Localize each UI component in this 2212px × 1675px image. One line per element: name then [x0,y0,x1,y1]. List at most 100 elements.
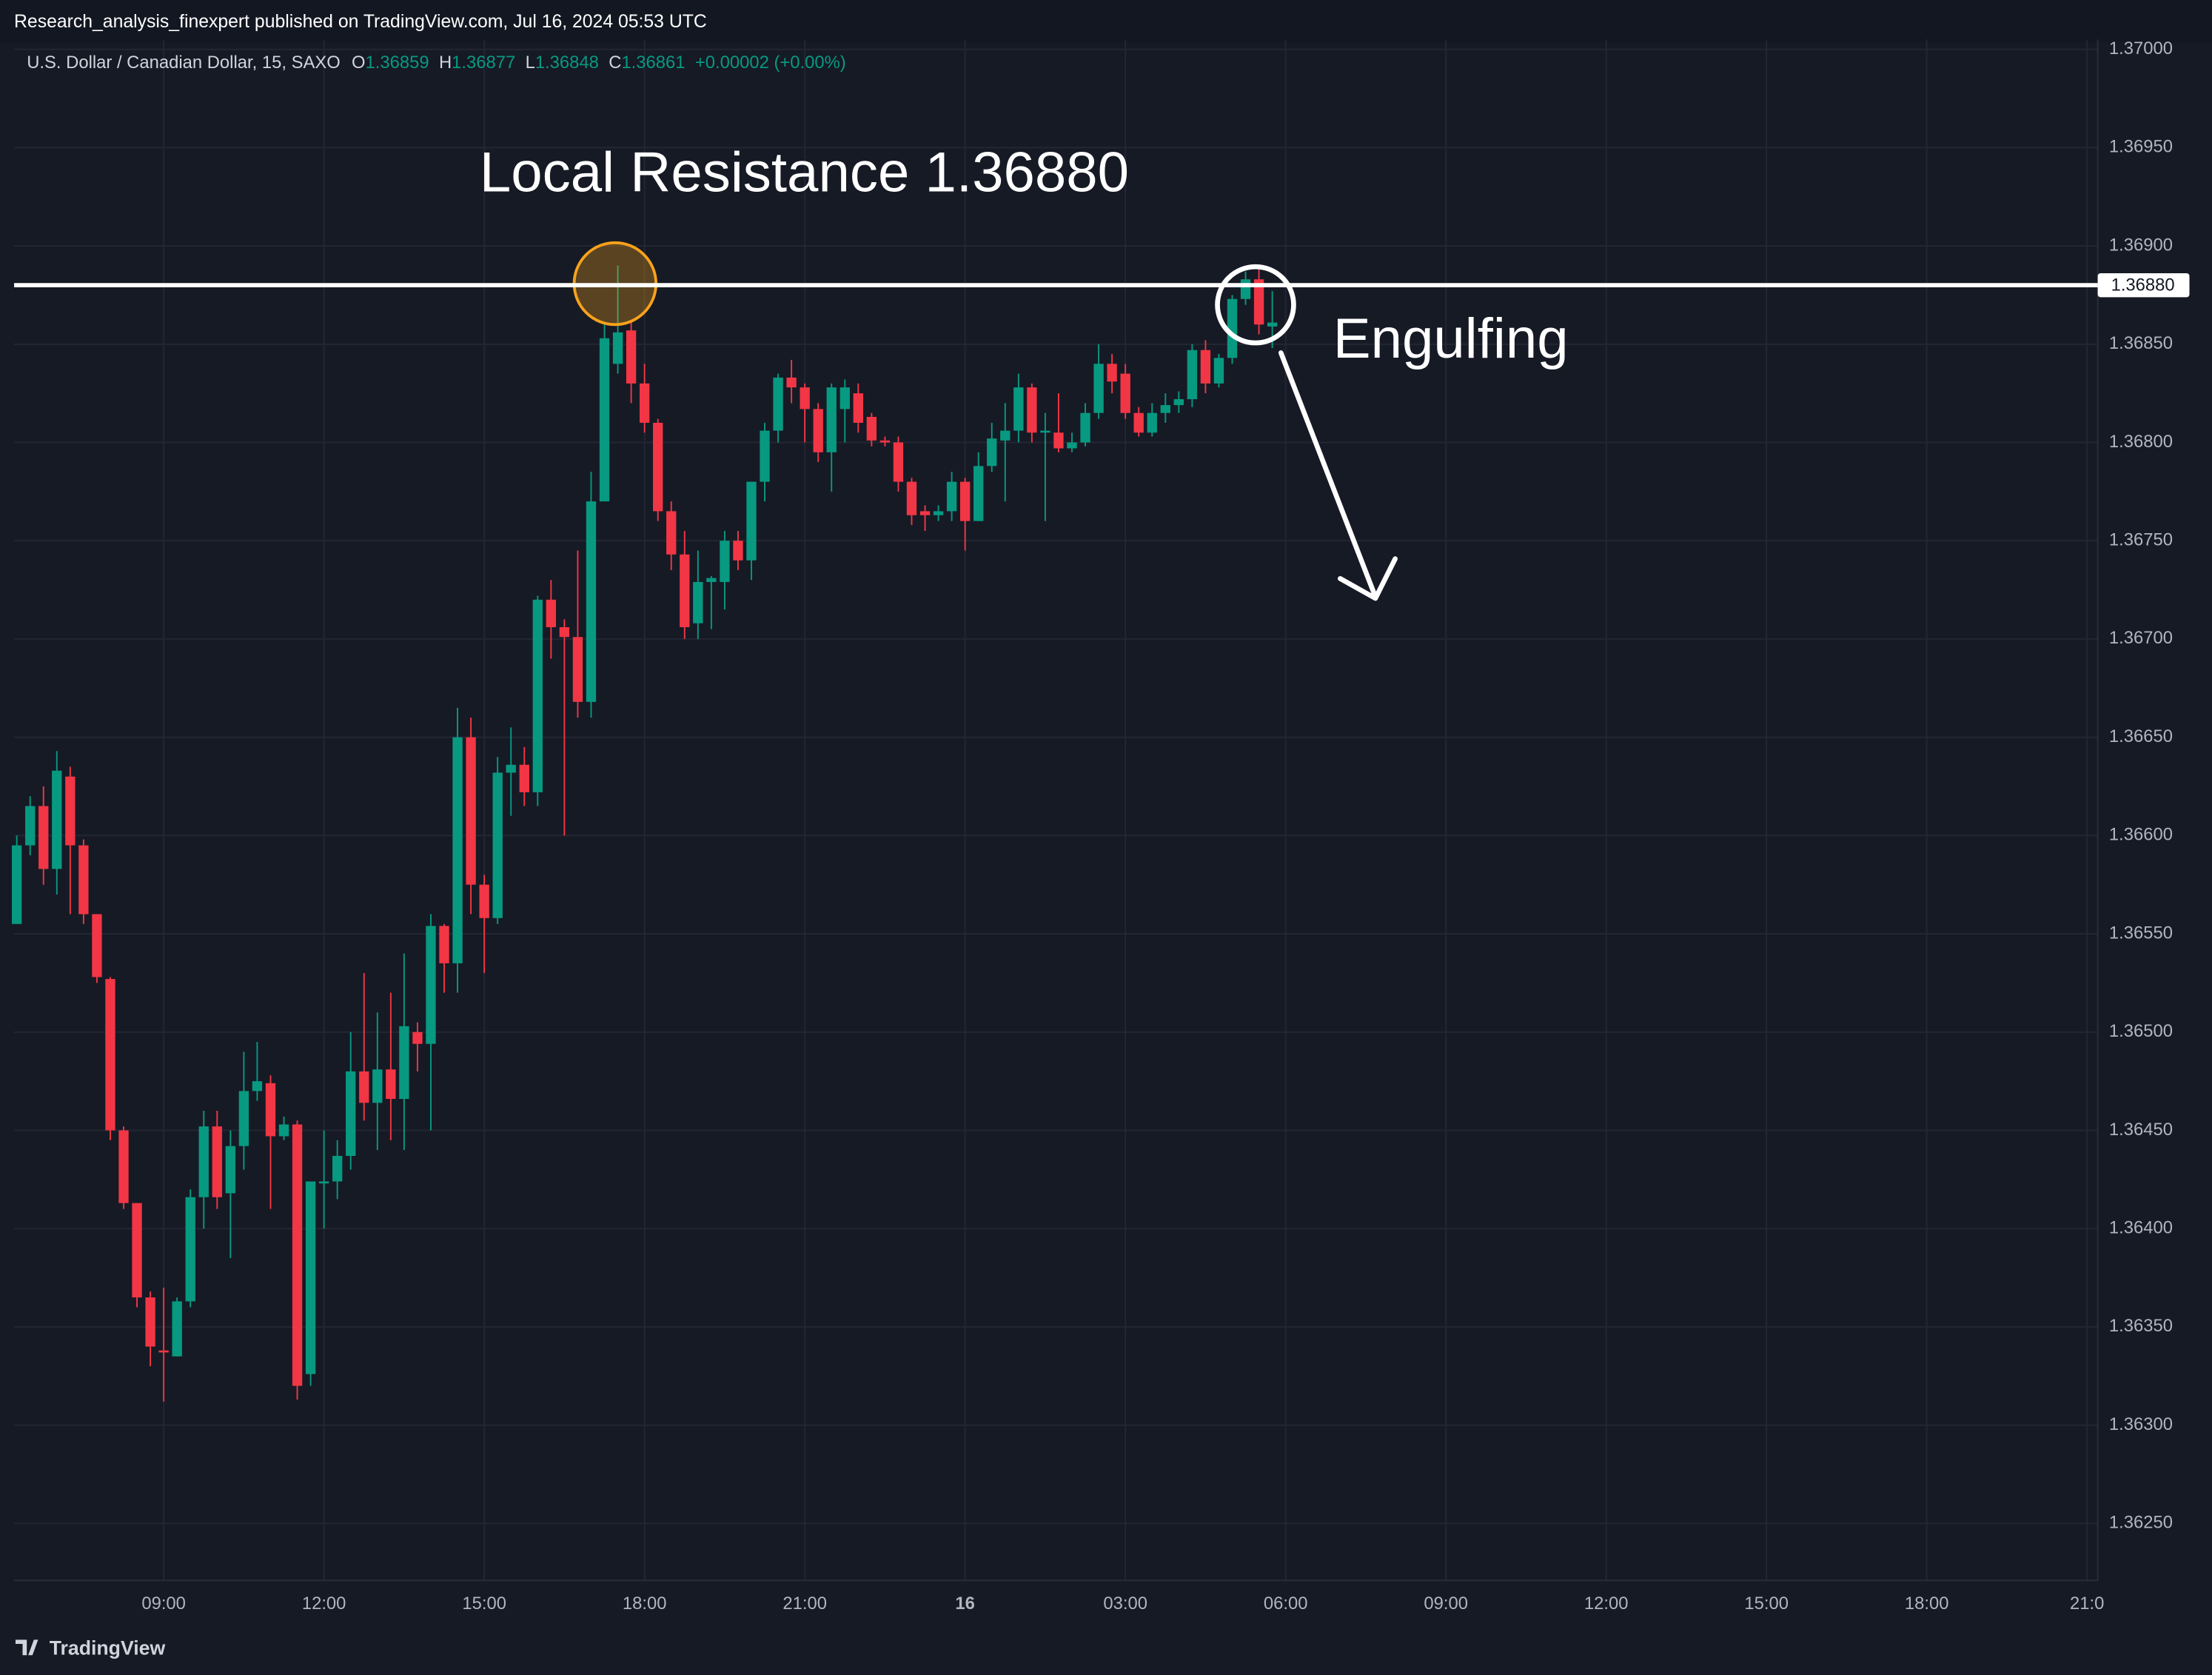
candle-body [813,409,823,452]
candle-body [52,770,62,869]
candle-body [185,1197,195,1302]
candle-body [346,1071,356,1156]
x-tick-label: 21:0 [2070,1594,2104,1614]
candle-body [919,511,931,515]
candle-body [987,438,997,467]
y-tick-label: 1.36400 [2109,1217,2173,1237]
candle-body [305,1181,316,1374]
price-label-box [2097,273,2190,298]
y-tick-label: 1.36600 [2109,825,2173,845]
symbol: U.S. Dollar / Canadian Dollar, 15, SAXO [27,53,341,73]
y-tick-label: 1.36800 [2109,432,2173,452]
candle-body [706,578,717,582]
annotation: Local Resistance 1.36880 [480,141,1129,204]
candle-body [1147,412,1157,433]
candle-body [1120,373,1130,413]
candle-body [760,430,770,482]
ohlc-key: C [609,53,621,73]
symbol-legend: U.S. Dollar / Canadian Dollar, 15, SAXO O… [27,53,846,73]
candle-body [973,466,984,521]
candle-body [198,1126,209,1197]
ohlc-value: 1.36877 [452,53,515,73]
candle-body [532,599,543,792]
candle-body [519,764,529,792]
x-tick-label: 06:00 [1264,1594,1308,1614]
arrow-shaft [1278,350,1378,600]
publisher: Research_analysis_finexpert published on… [14,12,707,32]
candle-body [25,806,36,846]
ohlc-value: 1.36848 [535,53,599,73]
y-tick-label: 1.37000 [2109,39,2173,58]
candle-body [359,1071,369,1103]
candle-body [720,541,730,582]
candle-body [452,737,463,963]
ohlc-value: 1.36861 [621,53,685,73]
candle-body [906,481,917,515]
x-tick-label: 15:00 [1744,1594,1789,1614]
candle-body [800,387,810,409]
candle-body [1253,279,1264,325]
candle-body [773,377,783,431]
engulfing-circle [1215,264,1296,346]
down-arrow [1278,350,1398,601]
x-tick-label: 18:00 [1905,1594,1949,1614]
candle-body [426,926,436,1044]
candle-body [118,1130,129,1203]
y-tick-label: 1.36700 [2109,628,2173,648]
ohlc-key: L [526,53,535,73]
candle-body [1027,387,1037,433]
candle-body [746,481,757,561]
y-tick-label: 1.36850 [2109,333,2173,353]
y-tick-label: 1.36350 [2109,1316,2173,1336]
candle-body [158,1350,169,1353]
candle-body [959,481,971,521]
candle-body [132,1203,142,1298]
header-bar [0,0,2212,43]
candle-body [412,1032,423,1044]
candle-body [1013,387,1024,431]
candle-body [853,393,863,423]
candle-body [559,626,570,638]
candle-body [866,416,877,441]
x-tick-label: 16 [955,1594,975,1614]
x-tick-label: 03:00 [1103,1594,1147,1614]
candle-body [332,1155,343,1182]
candle-body [105,979,115,1131]
candle-body [612,332,623,364]
y-tick-label: 1.36650 [2109,726,2173,746]
candle-body [693,581,703,623]
y-tick-label: 1.36250 [2109,1513,2173,1533]
candle-body [1067,442,1077,449]
ohlc-key: H [439,53,452,73]
resistance: 1.36880 [14,273,2190,298]
candle-body [1173,399,1184,406]
candle-body [172,1301,182,1357]
candle-body [666,511,677,555]
candle-body [11,845,22,924]
candle-body [252,1081,263,1091]
candle-body [572,637,583,702]
candle-body [292,1124,303,1386]
candle-body [1227,298,1238,358]
candle-body [265,1083,276,1137]
candle-body [1267,322,1278,327]
x-tick-label: 18:00 [623,1594,667,1614]
change: +0.00002 (+0.00%) [695,53,846,73]
y-tick-label: 1.36500 [2109,1021,2173,1041]
candle-body [933,511,944,515]
candle-body [145,1297,155,1347]
x-tick-label: 12:00 [1584,1594,1629,1614]
y-tick-label: 1.36950 [2109,137,2173,157]
candle-body [946,481,957,512]
candle-body [1093,364,1104,413]
candle-body [599,338,610,502]
candle-body [386,1069,396,1100]
candle-body [893,442,904,482]
candle-body [506,764,516,773]
candle-body [1107,364,1117,382]
price-label: 1.36880 [2111,275,2175,295]
candle-body [839,387,850,409]
ohlc-key: O [352,53,366,73]
candle-body [546,599,557,627]
candle-body [492,772,503,918]
